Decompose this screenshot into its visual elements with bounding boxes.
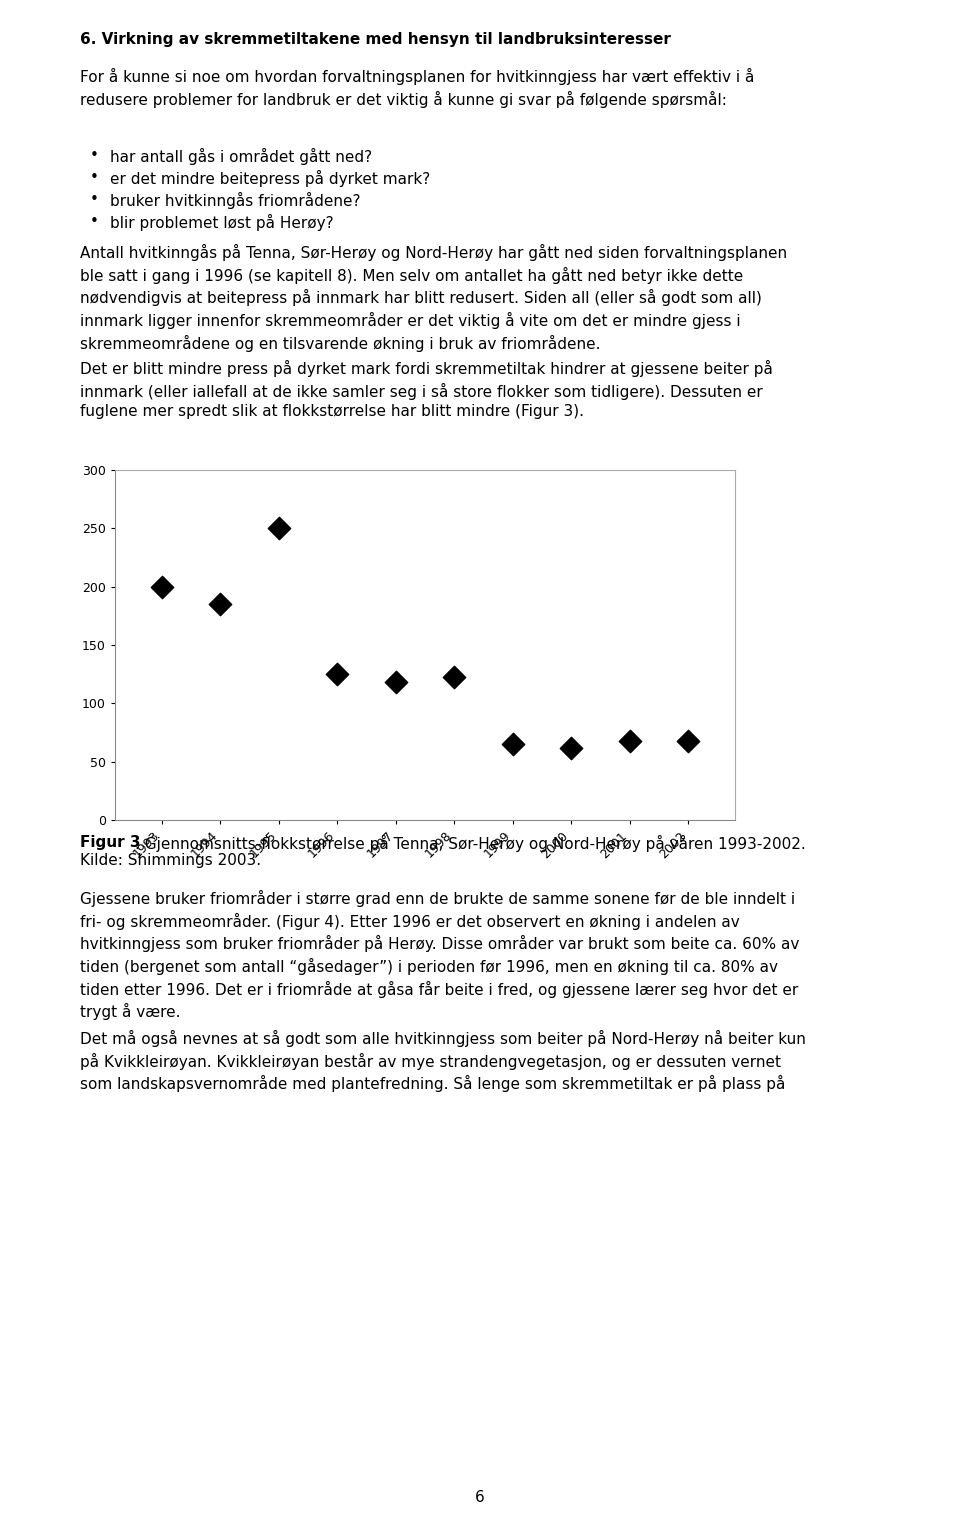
Text: Gjessene bruker friområder i større grad enn de brukte de samme sonene før de bl: Gjessene bruker friområder i større grad… [80, 890, 799, 1021]
Text: •: • [90, 192, 99, 207]
Text: er det mindre beitepress på dyrket mark?: er det mindre beitepress på dyrket mark? [110, 170, 430, 187]
Text: •: • [90, 214, 99, 230]
Point [681, 729, 696, 753]
Text: •: • [90, 170, 99, 186]
Point [505, 732, 520, 756]
Point [212, 592, 228, 616]
Point [155, 575, 170, 599]
Point [271, 516, 286, 540]
Text: Det er blitt mindre press på dyrket mark fordi skremmetiltak hindrer at gjessene: Det er blitt mindre press på dyrket mark… [80, 360, 773, 420]
Point [564, 736, 579, 760]
Point [622, 729, 637, 753]
Text: har antall gås i området gått ned?: har antall gås i området gått ned? [110, 148, 372, 164]
Text: Det må også nevnes at så godt som alle hvitkinngjess som beiter på Nord-Herøy nå: Det må også nevnes at så godt som alle h… [80, 1030, 805, 1092]
Text: bruker hvitkinngås friområdene?: bruker hvitkinngås friområdene? [110, 192, 361, 208]
Text: 6. Virkning av skremmetiltakene med hensyn til landbruksinteresser: 6. Virkning av skremmetiltakene med hens… [80, 32, 670, 47]
Text: blir problemet løst på Herøy?: blir problemet løst på Herøy? [110, 214, 334, 231]
Point [388, 671, 403, 695]
Text: For å kunne si noe om hvordan forvaltningsplanen for hvitkinngjess har vært effe: For å kunne si noe om hvordan forvaltnin… [80, 68, 754, 108]
Point [329, 662, 345, 686]
Text: Figur 3: Figur 3 [80, 835, 140, 850]
Text: •: • [90, 148, 99, 163]
Point [446, 665, 462, 689]
Text: 6: 6 [475, 1491, 485, 1504]
Text: Kilde: Shimmings 2003.: Kilde: Shimmings 2003. [80, 853, 261, 868]
Text: . Gjennomsnitts-flokkstørrelse på Tenna, Sør-Herøy og Nord-Herøy på våren 1993-2: . Gjennomsnitts-flokkstørrelse på Tenna,… [135, 835, 806, 852]
Text: Antall hvitkinngås på Tenna, Sør-Herøy og Nord-Herøy har gått ned siden forvaltn: Antall hvitkinngås på Tenna, Sør-Herøy o… [80, 243, 787, 351]
